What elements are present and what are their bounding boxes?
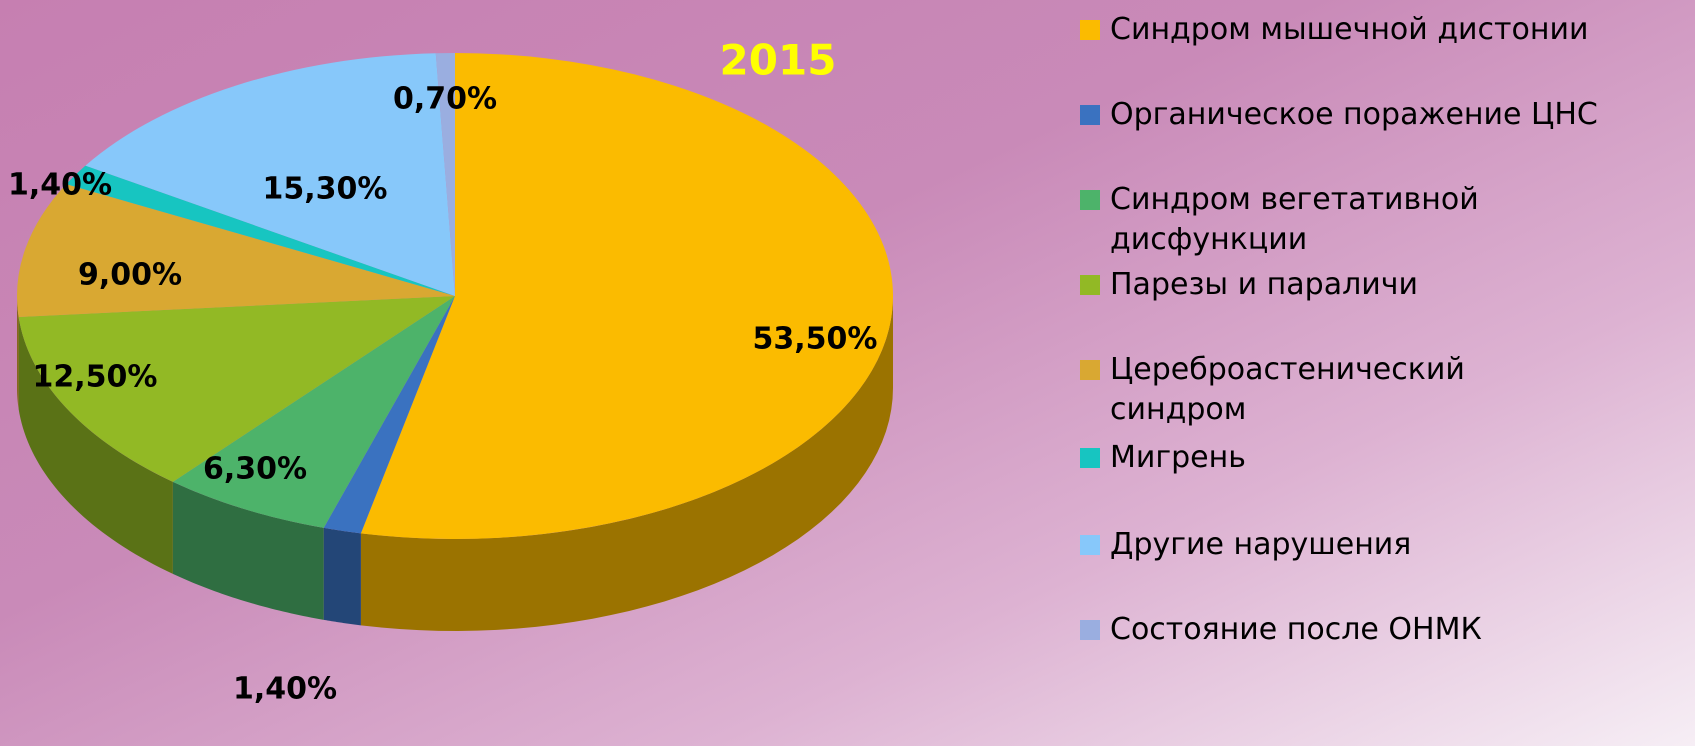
slice-side xyxy=(17,296,19,409)
legend-label: Мигрень xyxy=(1110,440,1246,475)
slice xyxy=(435,53,455,296)
legend-item: Парезы и параличи xyxy=(1080,265,1610,305)
data-label: 9,00% xyxy=(78,258,182,293)
legend-swatch xyxy=(1080,448,1100,468)
legend-item: Состояние после ОНМК xyxy=(1080,610,1610,650)
legend-label: Состояние после ОНМК xyxy=(1110,612,1482,647)
legend-label: Цереброастенический синдром xyxy=(1110,352,1465,427)
slice-side xyxy=(360,296,893,631)
legend-item: Органическое поражение ЦНС xyxy=(1080,95,1610,135)
data-label: 6,30% xyxy=(203,452,307,487)
legend-swatch xyxy=(1080,535,1100,555)
legend-item: Другие нарушения xyxy=(1080,525,1610,565)
slice xyxy=(18,296,456,482)
slice xyxy=(360,53,894,539)
legend-item: Мигрень xyxy=(1080,438,1610,478)
slice-side xyxy=(323,527,361,626)
legend-item: Синдром вегетативной дисфункции xyxy=(1080,180,1610,260)
legend-item: Цереброастенический синдром xyxy=(1080,350,1610,430)
data-label: 1,40% xyxy=(8,168,112,203)
legend-label: Синдром вегетативной дисфункции xyxy=(1110,182,1479,257)
legend-swatch xyxy=(1080,360,1100,380)
chart-title: 2015 xyxy=(720,36,837,85)
slice xyxy=(66,165,456,296)
data-label: 0,70% xyxy=(393,82,497,117)
legend-swatch xyxy=(1080,20,1100,40)
slice xyxy=(323,296,455,534)
data-label: 53,50% xyxy=(753,322,878,357)
legend-swatch xyxy=(1080,190,1100,210)
legend-swatch xyxy=(1080,620,1100,640)
legend-label: Парезы и параличи xyxy=(1110,267,1418,302)
data-label: 1,40% xyxy=(233,672,337,707)
slice xyxy=(172,296,455,528)
legend-item: Синдром мышечной дистонии xyxy=(1080,10,1610,50)
legend-swatch xyxy=(1080,105,1100,125)
data-label: 12,50% xyxy=(33,360,158,395)
legend-label: Другие нарушения xyxy=(1110,527,1412,562)
slice xyxy=(85,53,455,296)
slice xyxy=(16,184,455,317)
slice-side xyxy=(18,316,173,574)
data-label: 15,30% xyxy=(263,172,388,207)
legend-swatch xyxy=(1080,275,1100,295)
legend-label: Органическое поражение ЦНС xyxy=(1110,97,1598,132)
slice-side xyxy=(172,481,324,620)
legend-label: Синдром мышечной дистонии xyxy=(1110,12,1589,47)
